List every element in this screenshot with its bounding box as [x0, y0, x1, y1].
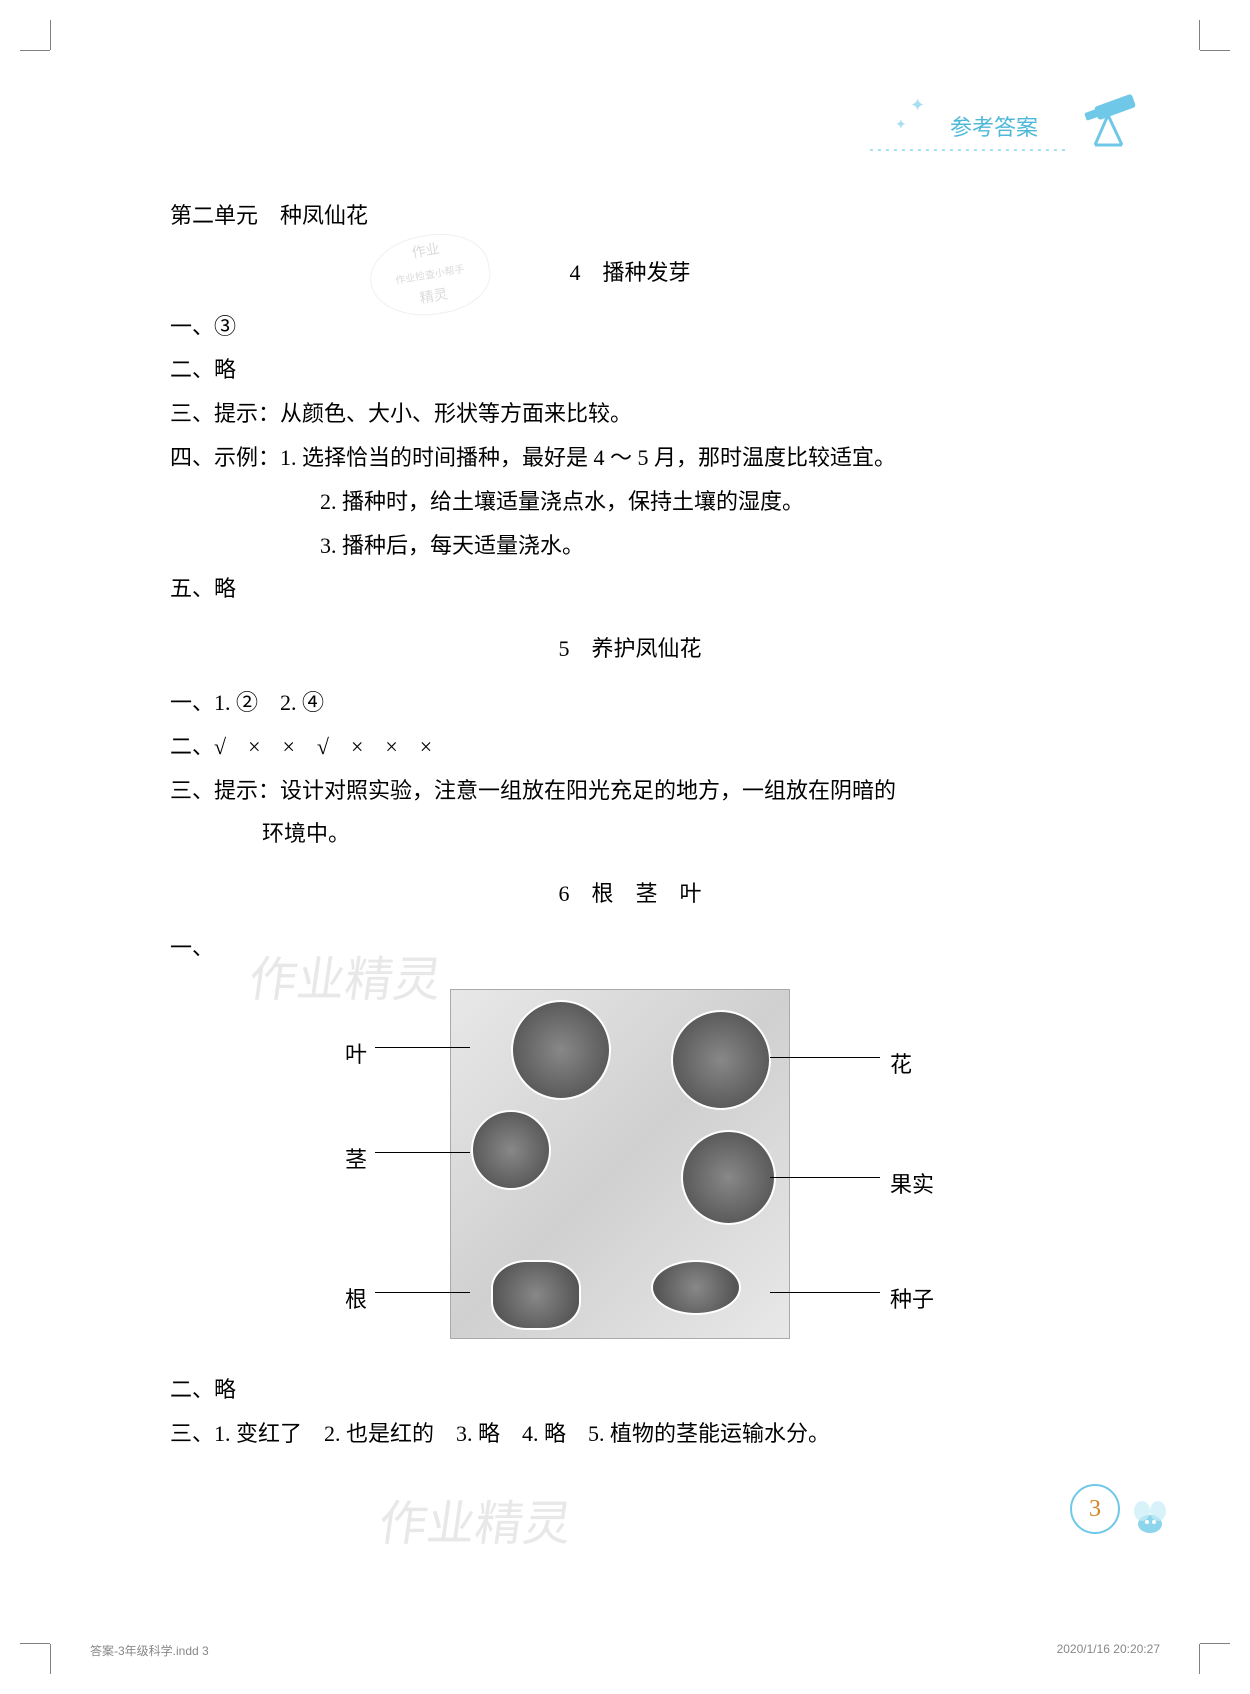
- page-header: ✦ ✦ 参考答案: [890, 95, 1150, 175]
- label-line: [375, 1292, 470, 1293]
- telescope-icon: [1070, 85, 1150, 165]
- plant-diagram: 叶 茎 根 花 果实 种子: [290, 989, 970, 1349]
- bee-icon: [1120, 1489, 1175, 1544]
- label-line: [770, 1292, 880, 1293]
- seed-circle: [651, 1260, 741, 1315]
- content-area: 第二单元 种凤仙花 作业 作业检查小帮手 精灵 4 播种发芽 一、③ 二、略 三…: [170, 195, 1090, 1456]
- unit-title: 第二单元 种凤仙花: [170, 195, 1090, 237]
- fruit-circle: [681, 1130, 776, 1225]
- footer: 答案-3年级科学.indd 3 2020/1/16 20:20:27: [90, 1642, 1160, 1659]
- answer-line: 一、: [170, 927, 1090, 969]
- answer-line: 二、√ × × √ × × ×: [170, 726, 1090, 768]
- label-flower: 花: [890, 1044, 912, 1086]
- answer-line: 三、1. 变红了 2. 也是红的 3. 略 4. 略 5. 植物的茎能运输水分。: [170, 1413, 1090, 1455]
- crop-mark-bl: [20, 1634, 60, 1674]
- answer-line: 四、示例：1. 选择恰当的时间播种，最好是 4 ～ 5 月，那时温度比较适宜。: [170, 437, 1090, 479]
- section-6-title: 6 根 茎 叶: [170, 873, 1090, 915]
- answer-line: 二、略: [170, 349, 1090, 391]
- answer-line: 3. 播种后，每天适量浇水。: [170, 525, 1090, 567]
- crop-mark-tr: [1190, 20, 1230, 60]
- label-seed: 种子: [890, 1279, 934, 1321]
- answer-line: 一、1. ② 2. ④: [170, 682, 1090, 724]
- footer-left: 答案-3年级科学.indd 3: [90, 1644, 209, 1658]
- page-number: 3: [1070, 1484, 1120, 1534]
- footer-right: 2020/1/16 20:20:27: [1057, 1642, 1160, 1656]
- label-fruit: 果实: [890, 1164, 934, 1206]
- stamp-text: 精灵: [418, 282, 450, 313]
- section-4-title: 4 播种发芽: [170, 252, 1090, 294]
- answer-line: 三、提示：从颜色、大小、形状等方面来比较。: [170, 393, 1090, 435]
- star-icon: ✦: [895, 117, 907, 134]
- label-line: [375, 1152, 470, 1153]
- crop-mark-br: [1190, 1634, 1230, 1674]
- answer-line: 2. 播种时，给土壤适量浇点水，保持土壤的湿度。: [170, 481, 1090, 523]
- leaf-circle: [511, 1000, 611, 1100]
- label-line: [770, 1177, 880, 1178]
- star-icon: ✦: [910, 95, 925, 116]
- root-circle: [491, 1260, 581, 1330]
- watermark: 作业精灵: [375, 1484, 577, 1554]
- label-line: [375, 1047, 470, 1048]
- answer-line: 环境中。: [170, 813, 1090, 855]
- answer-line: 三、提示：设计对照实验，注意一组放在阳光充足的地方，一组放在阴暗的: [170, 770, 1090, 812]
- label-stem: 茎: [345, 1139, 367, 1181]
- section-5-title: 5 养护凤仙花: [170, 628, 1090, 670]
- label-leaf: 叶: [345, 1034, 367, 1076]
- flower-circle: [671, 1010, 771, 1110]
- stem-circle: [471, 1110, 551, 1190]
- dotted-line: [870, 145, 1070, 155]
- answer-line: 五、略: [170, 568, 1090, 610]
- crop-mark-tl: [20, 20, 60, 60]
- answer-line: 一、③: [170, 306, 1090, 348]
- label-root: 根: [345, 1279, 367, 1321]
- header-title: 参考答案: [950, 110, 1038, 142]
- plant-image-placeholder: [450, 989, 790, 1339]
- answer-line: 二、略: [170, 1369, 1090, 1411]
- label-line: [770, 1057, 880, 1058]
